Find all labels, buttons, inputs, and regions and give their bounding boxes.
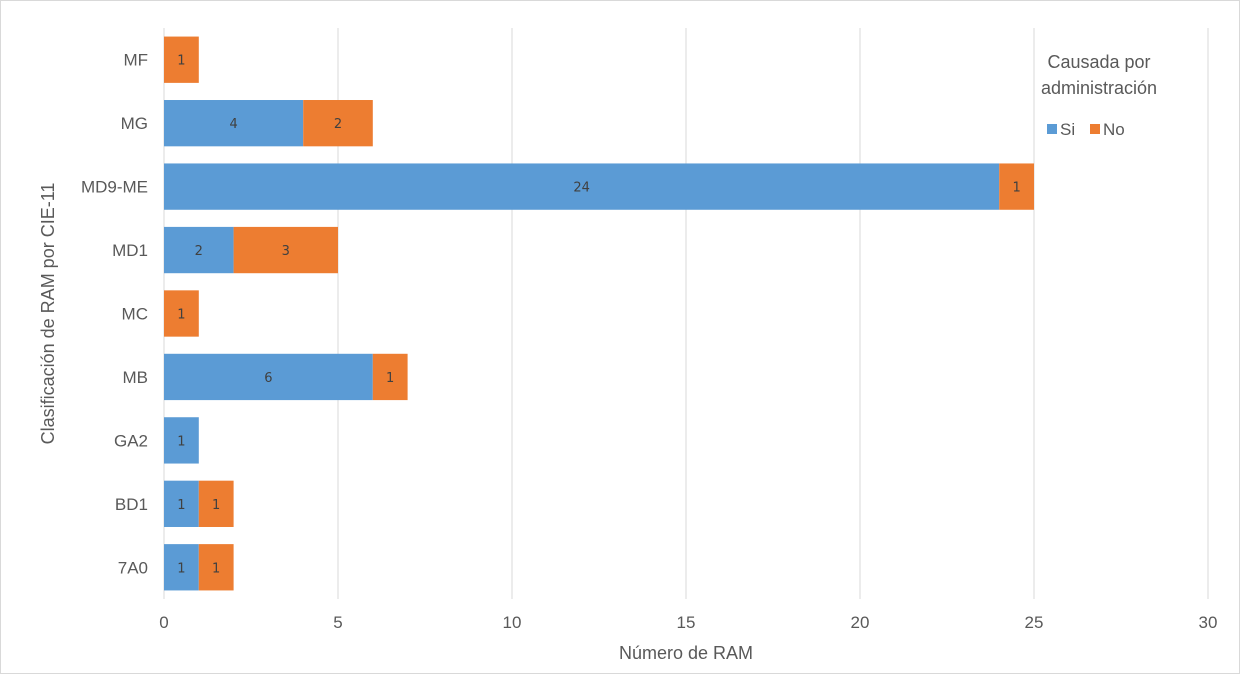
bar-si-md9-me xyxy=(164,163,1000,210)
data-label: 24 xyxy=(573,181,590,196)
x-tick-label: 10 xyxy=(503,613,522,632)
y-axis-title: Clasificación de RAM por CIE-11 xyxy=(38,183,58,445)
legend-items: Si No xyxy=(1047,120,1125,139)
y-tick-label: MF xyxy=(123,51,148,70)
data-label: 1 xyxy=(177,498,185,513)
data-label: 1 xyxy=(212,498,220,513)
y-tick-label: MB xyxy=(123,368,149,387)
x-tick-label: 5 xyxy=(333,613,342,632)
bar-no-mc xyxy=(164,290,199,337)
bar-si-mg xyxy=(164,100,304,147)
legend: Causada por administración Si No xyxy=(1041,52,1157,139)
bar-si-7a0 xyxy=(164,544,199,591)
data-label: 2 xyxy=(195,244,203,259)
y-tick-label: BD1 xyxy=(115,495,148,514)
data-label: 6 xyxy=(264,371,272,386)
x-tick-label: 15 xyxy=(677,613,696,632)
x-tick-label: 30 xyxy=(1199,613,1218,632)
data-label: 1 xyxy=(177,54,185,69)
data-label: 1 xyxy=(386,371,394,386)
y-tick-label: GA2 xyxy=(114,431,148,450)
data-label: 2 xyxy=(334,117,342,132)
legend-title-line-2: administración xyxy=(1041,78,1157,98)
bar-no-mg xyxy=(303,100,373,147)
y-tick-label: MC xyxy=(122,305,148,324)
x-tick-label: 25 xyxy=(1025,613,1044,632)
y-axis-ticks: MF MG MD9-ME MD1 MC MB GA2 BD1 7A0 xyxy=(81,51,148,578)
bar-si-bd1 xyxy=(164,480,199,527)
y-tick-label: MG xyxy=(121,114,148,133)
bar-no-md1 xyxy=(233,226,338,274)
data-label: 1 xyxy=(1012,181,1020,196)
legend-label-si: Si xyxy=(1060,120,1075,139)
data-label: 1 xyxy=(177,561,185,576)
y-tick-label: 7A0 xyxy=(118,558,148,577)
data-label: 4 xyxy=(229,117,237,132)
x-tick-label: 0 xyxy=(159,613,168,632)
data-labels: 14 224 12 316 111 11 1 xyxy=(177,54,1020,577)
bar-no-7a0 xyxy=(198,544,234,591)
y-tick-label: MD1 xyxy=(112,241,148,260)
bar-no-mf xyxy=(164,36,199,83)
data-label: 1 xyxy=(177,308,185,323)
legend-swatch-no xyxy=(1090,124,1100,134)
y-tick-label: MD9-ME xyxy=(81,178,148,197)
data-label: 3 xyxy=(282,244,290,259)
legend-label-no: No xyxy=(1103,120,1125,139)
data-label: 1 xyxy=(177,434,185,449)
bar-si-mb xyxy=(164,353,373,401)
data-label: 1 xyxy=(212,561,220,576)
legend-swatch-si xyxy=(1047,124,1057,134)
bar-no-mb xyxy=(372,353,408,401)
bar-si-md1 xyxy=(164,226,234,274)
bar-si-ga2 xyxy=(164,417,199,464)
legend-title-line-1: Causada por xyxy=(1047,52,1150,72)
bar-no-md9-me xyxy=(999,163,1034,210)
x-axis-ticks: 0 5 10 15 20 25 30 xyxy=(159,613,1217,632)
x-tick-label: 20 xyxy=(851,613,870,632)
bar-no-bd1 xyxy=(198,480,234,527)
x-axis-title: Número de RAM xyxy=(619,643,753,663)
bars xyxy=(164,36,1034,591)
